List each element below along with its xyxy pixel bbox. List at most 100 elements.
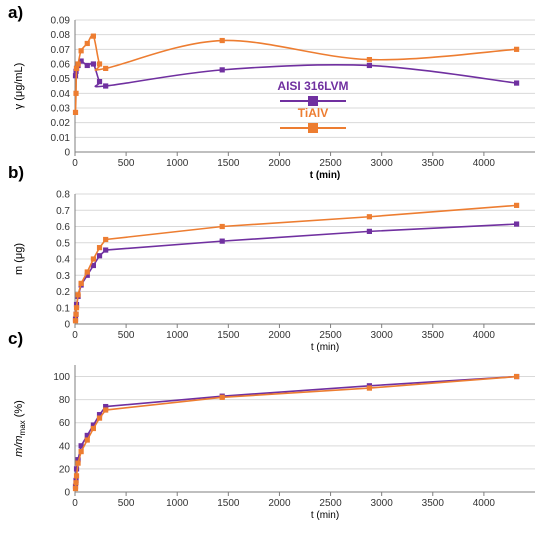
y-axis-label: m/mmax (%) xyxy=(13,400,27,457)
y-tick-label: 0.01 xyxy=(51,133,71,144)
data-point xyxy=(366,62,372,69)
series-line-1 xyxy=(74,223,517,320)
y-axis-label: γ (μg/mL) xyxy=(13,63,25,110)
chart-panel-2: b) 0 0.1 0.2 0.3 0.4 0.5 0.6 0.7 0.8 0 500 1000 1500 2… xyxy=(8,163,535,353)
data-point xyxy=(514,373,520,380)
data-point xyxy=(366,385,372,391)
data-point xyxy=(73,305,80,311)
data-point xyxy=(84,432,90,439)
data-point xyxy=(84,269,90,275)
x-tick-label: 500 xyxy=(118,330,135,341)
data-point xyxy=(73,473,80,479)
data-point xyxy=(75,292,81,298)
y-tick-label: 0 xyxy=(64,488,70,499)
x-tick-label: 2000 xyxy=(268,498,291,509)
data-point xyxy=(514,80,520,86)
data-point xyxy=(366,57,372,63)
chart-panel-1: a) 0 0.01 0.02 0.03 0.04 0.05 0.06 0.07 0.08 0.09 0… xyxy=(8,3,535,181)
x-tick-label: 3000 xyxy=(371,330,394,341)
x-tick-label: 500 xyxy=(118,498,135,509)
x-tick-label: 4000 xyxy=(473,158,496,169)
data-point xyxy=(96,253,103,259)
data-point xyxy=(78,48,84,54)
data-point xyxy=(84,62,90,69)
x-tick-label: 2000 xyxy=(268,158,291,169)
data-point xyxy=(72,109,79,115)
y-tick-label: 0.04 xyxy=(51,89,71,100)
data-point xyxy=(219,37,225,44)
y-tick-label: 80 xyxy=(59,395,71,406)
legend-label: AISI 316LVM xyxy=(277,79,348,93)
x-tick-label: 2500 xyxy=(319,330,342,341)
x-tick-label: 3500 xyxy=(422,498,445,509)
data-point xyxy=(219,394,225,400)
x-axis-label: t (min) xyxy=(311,510,339,521)
x-tick-label: 0 xyxy=(72,158,78,169)
x-tick-label: 0 xyxy=(72,330,78,341)
data-point xyxy=(75,460,81,466)
data-point xyxy=(103,403,109,410)
y-tick-label: 0.8 xyxy=(56,190,70,201)
data-point xyxy=(90,256,96,262)
y-tick-label: 20 xyxy=(59,464,71,475)
legend-marker xyxy=(308,123,318,133)
data-point xyxy=(366,214,372,220)
data-point xyxy=(103,247,109,253)
legend: AISI 316LVM TiAlV xyxy=(277,79,349,133)
x-tick-label: 3000 xyxy=(371,158,394,169)
y-tick-label: 0.2 xyxy=(56,287,70,298)
y-tick-label: 0.1 xyxy=(56,303,70,314)
y-tick-label: 0.7 xyxy=(56,206,70,217)
y-tick-label: 0.6 xyxy=(56,222,70,233)
data-point xyxy=(84,40,90,47)
series-line-2 xyxy=(74,375,517,489)
x-tick-label: 3000 xyxy=(371,498,394,509)
data-point xyxy=(78,443,84,449)
x-tick-label: 2500 xyxy=(319,498,342,509)
x-tick-label: 500 xyxy=(118,158,135,169)
data-point xyxy=(96,61,103,67)
x-tick-label: 1500 xyxy=(217,158,240,169)
y-tick-label: 100 xyxy=(53,372,70,383)
panel-label: b) xyxy=(8,163,24,182)
y-tick-label: 40 xyxy=(59,441,71,452)
y-tick-label: 0.02 xyxy=(51,118,71,129)
x-tick-label: 1000 xyxy=(166,330,189,341)
data-point xyxy=(96,245,103,251)
data-point xyxy=(366,228,372,234)
data-point xyxy=(84,437,90,443)
y-tick-label: 0.07 xyxy=(51,45,71,56)
data-point xyxy=(103,407,109,413)
data-point xyxy=(96,79,103,85)
data-point xyxy=(73,65,80,71)
data-point xyxy=(514,202,520,208)
data-point xyxy=(84,272,90,278)
data-point xyxy=(219,67,225,73)
data-point xyxy=(103,236,109,243)
series-line-2 xyxy=(74,204,517,321)
y-tick-label: 0.08 xyxy=(51,30,71,41)
data-point xyxy=(514,46,520,52)
y-tick-label: 0 xyxy=(64,148,70,159)
y-tick-label: 0.05 xyxy=(51,74,71,85)
data-point xyxy=(73,466,80,472)
y-axis-label: m (μg) xyxy=(13,243,25,275)
data-point xyxy=(75,457,81,463)
y-tick-label: 0.5 xyxy=(56,238,70,249)
x-tick-label: 4000 xyxy=(473,498,496,509)
x-tick-label: 1000 xyxy=(166,158,189,169)
data-point xyxy=(90,61,96,67)
y-tick-label: 0.4 xyxy=(56,255,70,266)
x-tick-label: 3500 xyxy=(422,330,445,341)
data-point xyxy=(219,238,225,244)
data-point xyxy=(73,90,79,96)
data-point xyxy=(90,262,96,269)
data-point xyxy=(219,223,225,230)
panel-label: c) xyxy=(8,329,23,348)
y-tick-label: 0.03 xyxy=(51,104,71,115)
legend-label: TiAlV xyxy=(298,106,328,120)
y-tick-label: 0.09 xyxy=(51,16,71,27)
data-point xyxy=(73,311,79,317)
y-tick-label: 60 xyxy=(59,418,71,429)
data-point xyxy=(90,422,96,428)
